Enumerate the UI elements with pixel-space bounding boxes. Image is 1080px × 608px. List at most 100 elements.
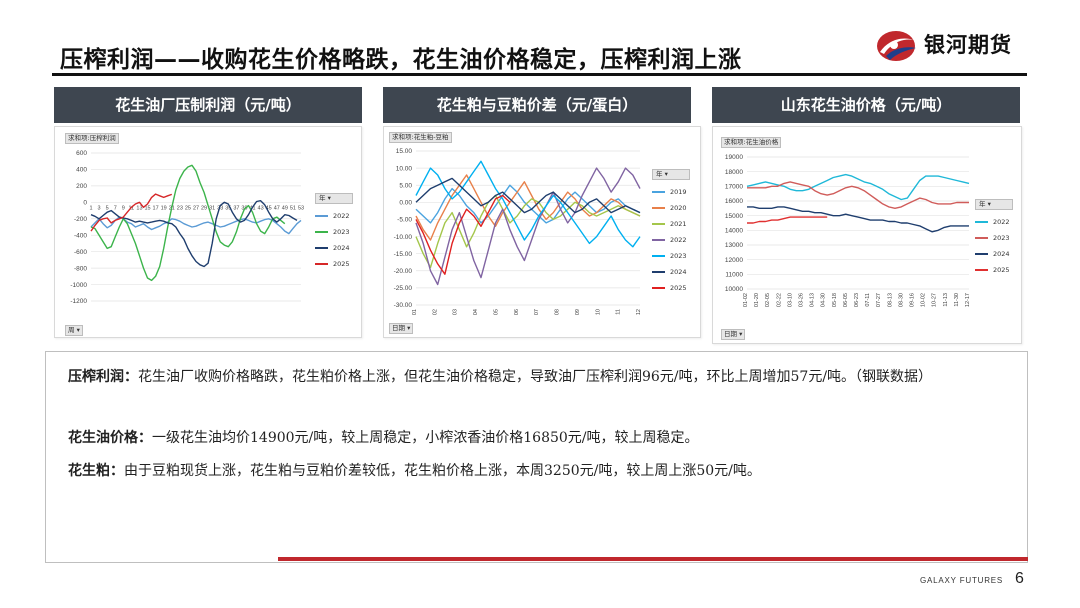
y-tick-label: -30.00	[394, 302, 413, 309]
panel-header-oil-price: 山东花生油价格（元/吨）	[712, 87, 1020, 123]
legend-swatch	[975, 269, 988, 271]
y-tick-label: 600	[76, 150, 87, 157]
legend-swatch	[652, 255, 665, 257]
x-tick-label: 11-13	[943, 293, 949, 307]
series-line-2025	[747, 216, 828, 224]
y-tick-label: 19000	[725, 154, 743, 161]
x-tick-label: 37	[233, 205, 239, 211]
series-line-2024	[415, 177, 641, 214]
paragraph-text: 一级花生油均价14900元/吨，较上周稳定，小榨浓香油价格16850元/吨，较上…	[152, 430, 699, 446]
legend-item-2022: 2022	[315, 208, 353, 224]
x-tick-label: 47	[274, 205, 280, 211]
x-tick-label: 10-02	[921, 293, 927, 307]
footer-brand: GALAXY FUTURES	[920, 576, 1004, 585]
series-line-2022	[746, 173, 970, 201]
y-tick-label: -1200	[70, 298, 87, 305]
x-tick-label: 7	[114, 205, 117, 211]
x-tick-label: 04-13	[810, 293, 816, 307]
legend-label: 2022	[993, 218, 1010, 226]
legend-label: 2023	[993, 234, 1010, 242]
legend-item-2025: 2025	[975, 262, 1013, 278]
x-tick-label: 04-30	[821, 293, 827, 307]
legend-label: 2025	[333, 260, 350, 268]
legend-filter-button[interactable]: 年 ▾	[975, 199, 1013, 210]
title-divider	[52, 73, 1027, 76]
legend-label: 2021	[670, 220, 687, 228]
x-field-button[interactable]: 周 ▾	[65, 325, 83, 336]
legend-swatch	[975, 221, 988, 223]
series-line-2020	[415, 174, 641, 241]
y-tick-label: -25.00	[394, 285, 413, 292]
x-tick-label: 49	[282, 205, 288, 211]
y-tick-label: 12000	[725, 257, 743, 264]
y-tick-label: -15.00	[394, 251, 413, 258]
paragraph-peanut-meal: 花生粕：由于豆粕现货上涨，花生粕与豆粕价差较低，花生粕价格上涨，本周3250元/…	[68, 458, 1008, 485]
chart-field-tag[interactable]: 求和项:压榨利润	[65, 133, 119, 144]
series-line-2023	[415, 160, 641, 248]
y-tick-label: 16000	[725, 198, 743, 205]
x-field-button[interactable]: 日期 ▾	[721, 329, 746, 340]
y-tick-label: -10.00	[394, 234, 413, 241]
legend-item-2019: 2019	[652, 184, 690, 200]
legend-label: 2025	[670, 284, 687, 292]
legend-label: 2019	[670, 188, 687, 196]
x-field-button[interactable]: 日期 ▾	[389, 323, 414, 334]
paragraph-crush-profit: 压榨利润：花生油厂收购价格略跌，花生粕价格上涨，但花生油价格稳定，导致油厂压榨利…	[68, 364, 1008, 391]
x-tick-label: 04	[473, 309, 479, 315]
y-tick-label: -800	[74, 265, 87, 272]
series-line-2021	[415, 194, 641, 269]
page-number: 6	[1015, 570, 1024, 587]
x-tick-label: 06-23	[854, 293, 860, 307]
legend-label: 2024	[333, 244, 350, 252]
line-chart-svg: 19000 18000 17000 16000 15000 14000 13000 12000…	[725, 154, 971, 307]
galaxy-logo-icon	[877, 31, 916, 61]
x-tick-label: 12	[636, 309, 642, 315]
y-tick-label: -600	[74, 249, 87, 256]
series-line-2019	[415, 184, 641, 224]
x-tick-label: 03	[453, 309, 459, 315]
legend-swatch	[652, 191, 665, 193]
chart-field-tag[interactable]: 求和项:花生油价格	[721, 137, 782, 148]
x-tick-label: 03-26	[799, 293, 805, 307]
paragraph-label: 压榨利润：	[68, 369, 138, 385]
x-tick-label: 1	[89, 205, 92, 211]
chart-legend: 年 ▾ 2022 2023 2024 2025	[975, 199, 1013, 278]
y-tick-label: 0.00	[399, 200, 412, 207]
x-tick-label: 31	[209, 205, 215, 211]
x-tick-label: 10	[595, 309, 601, 315]
paragraph-label: 花生油价格：	[68, 430, 152, 446]
x-tick-label: 02	[432, 309, 438, 315]
legend-swatch	[315, 247, 328, 249]
legend-label: 2023	[670, 252, 687, 260]
y-tick-label: -400	[74, 232, 87, 239]
chart-field-tag[interactable]: 求和项:花生粕-豆粕	[389, 132, 452, 143]
y-tick-label: -20.00	[394, 268, 413, 275]
x-tick-label: 35	[225, 205, 231, 211]
x-tick-label: 33	[217, 205, 223, 211]
legend-filter-button[interactable]: 年 ▾	[315, 193, 353, 204]
brand-name: 银河期货	[924, 33, 1012, 57]
legend-swatch	[652, 207, 665, 209]
x-tick-label: 06-05	[843, 293, 849, 307]
x-tick-label: 51	[290, 205, 296, 211]
legend-swatch	[315, 231, 328, 233]
y-tick-label: -200	[74, 216, 87, 223]
legend-item-2025: 2025	[652, 280, 690, 296]
legend-label: 2020	[670, 204, 687, 212]
x-tick-label: 29	[201, 205, 207, 211]
legend-swatch	[652, 271, 665, 273]
legend-filter-button[interactable]: 年 ▾	[652, 169, 690, 180]
x-tick-label: 07-11	[865, 293, 871, 307]
x-tick-label: 43	[258, 205, 264, 211]
legend-swatch	[652, 239, 665, 241]
legend-label: 2025	[993, 266, 1010, 274]
paragraph-label: 花生粕：	[68, 463, 124, 479]
paragraph-oil-price: 花生油价格：一级花生油均价14900元/吨，较上周稳定，小榨浓香油价格16850…	[68, 425, 1008, 452]
y-tick-label: -1000	[70, 282, 87, 289]
x-tick-label: 05	[493, 309, 499, 315]
y-tick-label: 17000	[725, 184, 743, 191]
legend-label: 2022	[670, 236, 687, 244]
x-tick-label: 02-05	[765, 293, 771, 307]
y-tick-label: 10.00	[396, 165, 413, 172]
x-tick-label: 11	[616, 309, 622, 315]
